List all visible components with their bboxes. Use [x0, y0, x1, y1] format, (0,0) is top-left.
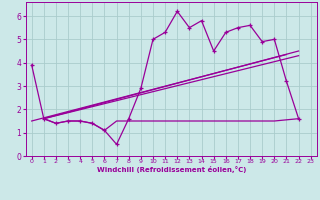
X-axis label: Windchill (Refroidissement éolien,°C): Windchill (Refroidissement éolien,°C) — [97, 166, 246, 173]
